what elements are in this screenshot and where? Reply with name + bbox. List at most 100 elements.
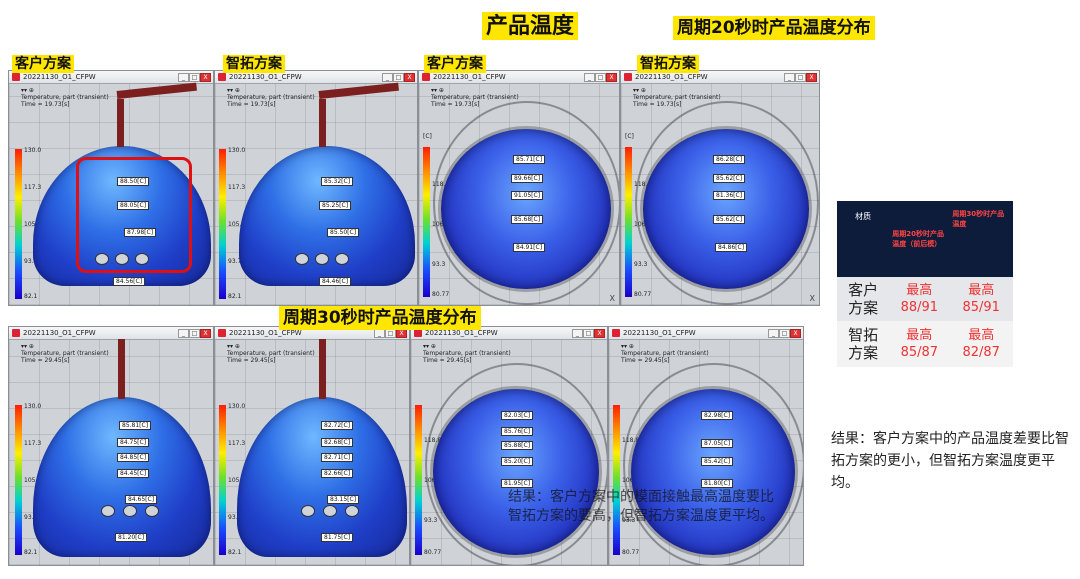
view-toolbar[interactable]: ▾▾ ⊕ xyxy=(633,87,646,94)
cycle20-header: 周期20秒时产品温度分布 xyxy=(673,16,875,40)
minimize-button[interactable]: _ xyxy=(584,73,595,82)
minimize-button[interactable]: _ xyxy=(178,329,189,338)
value-label: 最高 xyxy=(968,283,995,298)
sim-window-customer-20-inside[interactable]: 20221130_O1_CFPW _ □ X ▾▾ ⊕ Temperature, par… xyxy=(418,70,620,306)
scale-tick: 130.0 xyxy=(24,403,42,410)
temp-probe: 88.05[C] xyxy=(117,201,150,210)
hole xyxy=(135,253,149,265)
view-toolbar[interactable]: ▾▾ ⊕ xyxy=(423,343,436,350)
sim-window-customer-30-front[interactable]: 20221130_O1_CFPW _ □ X ▾▾ ⊕ Temperature, par… xyxy=(8,326,214,566)
minimize-button[interactable]: _ xyxy=(374,329,385,338)
close-button[interactable]: X xyxy=(790,329,801,338)
temp-probe: 85.50[C] xyxy=(327,228,360,237)
maximize-button[interactable]: □ xyxy=(189,329,200,338)
sim-window-customer-20-front[interactable]: 20221130_O1_CFPW _ □ X ▾▾ ⊕ Temperature, par… xyxy=(8,70,214,306)
close-button[interactable]: X xyxy=(200,329,211,338)
minimize-button[interactable]: _ xyxy=(178,73,189,82)
scale-tick: 117.3 xyxy=(228,440,246,447)
minimize-button[interactable]: _ xyxy=(768,329,779,338)
temp-probe: 85.62[C] xyxy=(713,174,746,183)
maximize-button[interactable]: □ xyxy=(189,73,200,82)
scale-tick: [C] xyxy=(625,133,634,140)
result-meta: ▾▾ ⊕ Temperature, part (transient) Time = … xyxy=(21,87,109,108)
temp-probe: 91.05[C] xyxy=(511,191,544,200)
time-readout: Time = 19.73[s] xyxy=(431,101,480,108)
app-icon xyxy=(218,73,226,81)
close-button[interactable]: X xyxy=(594,329,605,338)
cell-cycle30: 最高 82/87 xyxy=(949,321,1013,367)
row-name: 客户方案 xyxy=(848,281,879,317)
window-titlebar[interactable]: 20221130_O1_CFPW _ □ X xyxy=(9,327,213,340)
window-titlebar[interactable]: 20221130_O1_CFPW _ □ X xyxy=(411,327,607,340)
mold-ring xyxy=(635,101,819,305)
window-title: 20221130_O1_CFPW xyxy=(23,329,96,337)
hole xyxy=(315,253,329,265)
temp-probe: 84.45[C] xyxy=(117,469,150,478)
window-titlebar[interactable]: 20221130_O1_CFPW _ □ X xyxy=(9,71,213,84)
sim-window-zhituo-20-inside[interactable]: 20221130_O1_CFPW _ □ X ▾▾ ⊕ Temperature, par… xyxy=(620,70,820,306)
product-temp-title: 产品温度 xyxy=(482,12,579,40)
scale-tick: 105.4 xyxy=(228,477,246,484)
close-button[interactable]: X xyxy=(396,329,407,338)
scale-tick: 82.1 xyxy=(228,293,242,300)
view-toolbar[interactable]: ▾▾ ⊕ xyxy=(227,343,240,350)
hole xyxy=(115,253,129,265)
scale-tick: 80.77 xyxy=(424,549,442,556)
scale-tick: 105.4 xyxy=(24,477,42,484)
view-toolbar[interactable]: ▾▾ ⊕ xyxy=(431,87,444,94)
part-bowl xyxy=(643,129,809,289)
close-button[interactable]: X xyxy=(606,73,617,82)
temp-probe: 81.75[C] xyxy=(321,533,354,542)
window-titlebar[interactable]: 20221130_O1_CFPW _ □ X xyxy=(419,71,619,84)
view-toolbar[interactable]: ▾▾ ⊕ xyxy=(21,343,34,350)
minimize-button[interactable]: _ xyxy=(382,73,393,82)
minimize-button[interactable]: _ xyxy=(784,73,795,82)
runner xyxy=(117,99,124,147)
maximize-button[interactable]: □ xyxy=(779,329,790,338)
window-titlebar[interactable]: 20221130_O1_CFPW _ □ X xyxy=(215,71,417,84)
result-name: Temperature, part (transient) xyxy=(227,350,315,357)
sim-window-zhituo-30-front[interactable]: 20221130_O1_CFPW _ □ X ▾▾ ⊕ Temperature, par… xyxy=(214,326,410,566)
runner xyxy=(319,339,326,399)
maximize-button[interactable]: □ xyxy=(583,329,594,338)
close-button[interactable]: X xyxy=(404,73,415,82)
view-toolbar[interactable]: ▾▾ ⊕ xyxy=(227,87,240,94)
temp-probe: 81.80[C] xyxy=(701,479,734,488)
temp-probe: 81.36[C] xyxy=(713,191,746,200)
sim-window-zhituo-20-front[interactable]: 20221130_O1_CFPW _ □ X ▾▾ ⊕ Temperature, par… xyxy=(214,70,418,306)
time-readout: Time = 29.45[s] xyxy=(423,357,472,364)
maximize-button[interactable]: □ xyxy=(393,73,404,82)
close-button[interactable]: X xyxy=(200,73,211,82)
minimize-button[interactable]: _ xyxy=(572,329,583,338)
result-name: Temperature, part (transient) xyxy=(431,94,519,101)
time-readout: Time = 19.73[s] xyxy=(633,101,682,108)
row-name-cell: 智拓方案 xyxy=(837,321,890,367)
view-toolbar[interactable]: ▾▾ ⊕ xyxy=(621,343,634,350)
window-titlebar[interactable]: 20221130_O1_CFPW _ □ X xyxy=(609,327,803,340)
scale-tick: 93.3 xyxy=(634,261,648,268)
temp-probe: 85.68[C] xyxy=(511,215,544,224)
view-toolbar[interactable]: ▾▾ ⊕ xyxy=(21,87,34,94)
time-readout: Time = 19.73[s] xyxy=(227,101,276,108)
cell-cycle20: 最高 88/91 xyxy=(889,277,950,321)
value: 85/87 xyxy=(900,345,939,360)
scale-tick: 93.3 xyxy=(622,517,636,524)
temperature-scale xyxy=(415,405,422,555)
result-name: Temperature, part (transient) xyxy=(633,94,721,101)
hole xyxy=(95,253,109,265)
time-readout: Time = 29.45[s] xyxy=(227,357,276,364)
maximize-button[interactable]: □ xyxy=(795,73,806,82)
app-icon xyxy=(624,73,632,81)
result-meta: ▾▾ ⊕ Temperature, part (transient) Time = … xyxy=(227,87,315,108)
maximize-button[interactable]: □ xyxy=(385,329,396,338)
sim-window-customer-30-inside[interactable]: 20221130_O1_CFPW _ □ X ▾▾ ⊕ Temperature, par… xyxy=(410,326,608,566)
window-title: 20221130_O1_CFPW xyxy=(635,73,708,81)
sim-window-zhituo-30-inside[interactable]: 20221130_O1_CFPW _ □ X ▾▾ ⊕ Temperature, par… xyxy=(608,326,804,566)
temp-probe: 85.62[C] xyxy=(713,215,746,224)
maximize-button[interactable]: □ xyxy=(595,73,606,82)
window-title: 20221130_O1_CFPW xyxy=(229,329,302,337)
label-customer-1: 客户方案 xyxy=(12,55,74,73)
temp-probe: 84.85[C] xyxy=(117,453,150,462)
close-button[interactable]: X xyxy=(806,73,817,82)
window-titlebar[interactable]: 20221130_O1_CFPW _ □ X xyxy=(621,71,819,84)
